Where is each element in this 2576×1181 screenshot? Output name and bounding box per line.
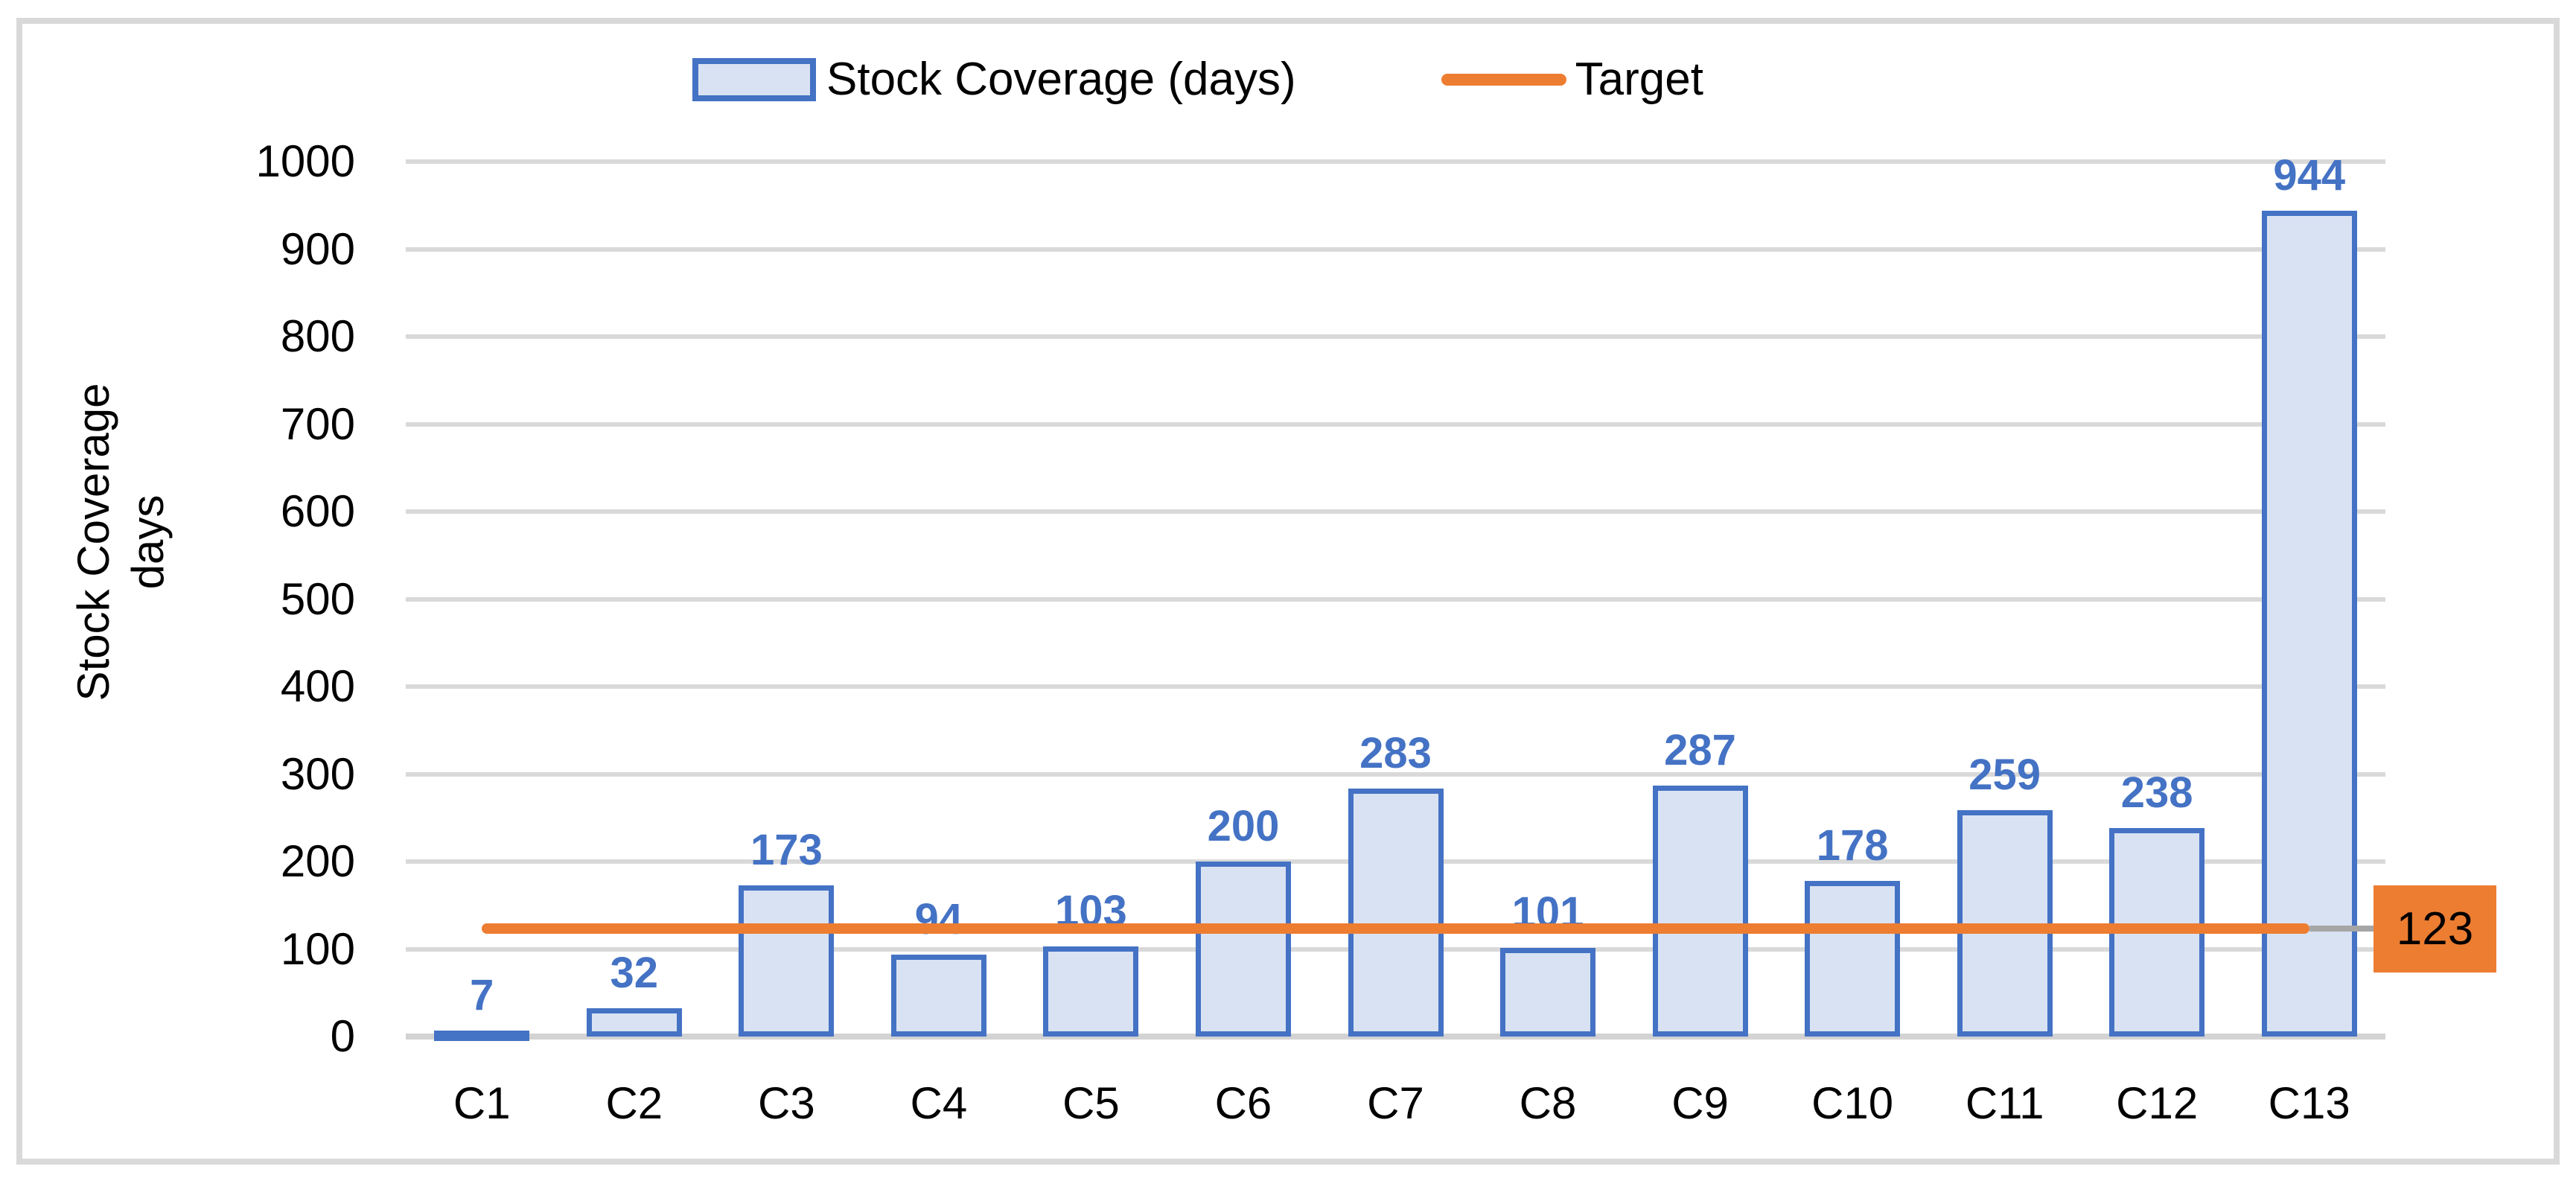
gridline-600 (406, 509, 2385, 514)
bar-C13 (2261, 210, 2357, 1037)
data-label-C12: 238 (2120, 768, 2193, 818)
y-axis-title-line2: days (123, 494, 173, 590)
x-axis-label-C8: C8 (1519, 1078, 1577, 1128)
x-axis-label-C12: C12 (2116, 1078, 2199, 1128)
gridline-400 (406, 684, 2385, 689)
x-axis-label-C3: C3 (757, 1078, 815, 1128)
gridline-900 (406, 246, 2385, 252)
bar-C7 (1348, 789, 1444, 1037)
x-axis-label-C11: C11 (1965, 1078, 2044, 1128)
bar-C1 (434, 1030, 530, 1041)
x-axis-label-C4: C4 (910, 1078, 968, 1128)
data-label-C9: 287 (1664, 725, 1736, 774)
bar-C2 (586, 1008, 682, 1037)
data-label-C10: 178 (1816, 821, 1889, 870)
legend-item-stock-coverage: Stock Coverage (days) (692, 57, 1296, 103)
legend-item-target: Target (1441, 57, 1703, 103)
y-tick-label-600: 600 (280, 486, 355, 536)
gridline-800 (406, 334, 2385, 339)
x-axis-label-C9: C9 (1671, 1078, 1729, 1128)
bar-series-swatch-icon (692, 58, 816, 101)
target-value-label: 123 (2373, 885, 2496, 973)
x-axis-label-C6: C6 (1214, 1078, 1272, 1128)
bar-C6 (1195, 862, 1291, 1037)
x-axis-label-C5: C5 (1062, 1078, 1120, 1128)
y-tick-label-1000: 1000 (255, 136, 355, 186)
data-label-C6: 200 (1207, 802, 1280, 850)
bar-C11 (1957, 809, 2053, 1037)
chart-legend: Stock Coverage (days) Target (692, 57, 1703, 103)
gridline-500 (406, 596, 2385, 602)
x-axis-label-C13: C13 (2268, 1078, 2350, 1128)
y-tick-label-300: 300 (280, 748, 355, 799)
bar-C4 (890, 954, 986, 1037)
line-series-swatch-icon (1441, 74, 1566, 86)
bar-C5 (1043, 946, 1139, 1037)
x-axis-label-C1: C1 (453, 1078, 511, 1128)
y-axis-title: Stock Coverage days (66, 383, 175, 701)
y-tick-label-900: 900 (280, 223, 355, 274)
gridline-1000 (406, 159, 2385, 164)
target-leader-line (2309, 926, 2373, 932)
y-axis-title-line1: Stock Coverage (68, 383, 118, 701)
y-tick-label-500: 500 (280, 573, 355, 624)
bar-C10 (1805, 880, 1901, 1037)
y-tick-label-400: 400 (280, 661, 355, 711)
data-label-C2: 32 (610, 949, 659, 998)
y-tick-label-800: 800 (280, 311, 355, 361)
x-axis-label-C2: C2 (605, 1078, 663, 1128)
y-tick-label-200: 200 (280, 836, 355, 886)
data-label-C1: 7 (470, 970, 494, 1019)
bar-C3 (739, 885, 835, 1037)
x-axis-label-C7: C7 (1367, 1078, 1424, 1128)
data-label-C13: 944 (2273, 150, 2346, 200)
y-tick-label-700: 700 (280, 398, 355, 449)
bar-C8 (1500, 948, 1596, 1037)
target-line (482, 923, 2309, 935)
y-tick-label-100: 100 (280, 923, 355, 974)
y-tick-label-0: 0 (330, 1011, 355, 1061)
legend-label-stock-coverage: Stock Coverage (days) (826, 54, 1296, 105)
gridline-300 (406, 771, 2385, 777)
data-label-C7: 283 (1359, 729, 1432, 778)
data-label-C11: 259 (1968, 750, 2041, 799)
bar-C9 (1652, 785, 1748, 1037)
x-axis-label-C10: C10 (1811, 1078, 1894, 1128)
gridline-700 (406, 421, 2385, 427)
data-label-C3: 173 (750, 825, 823, 874)
legend-label-target: Target (1575, 54, 1703, 105)
plot-area (406, 159, 2385, 1041)
gridline-0 (406, 1034, 2385, 1040)
